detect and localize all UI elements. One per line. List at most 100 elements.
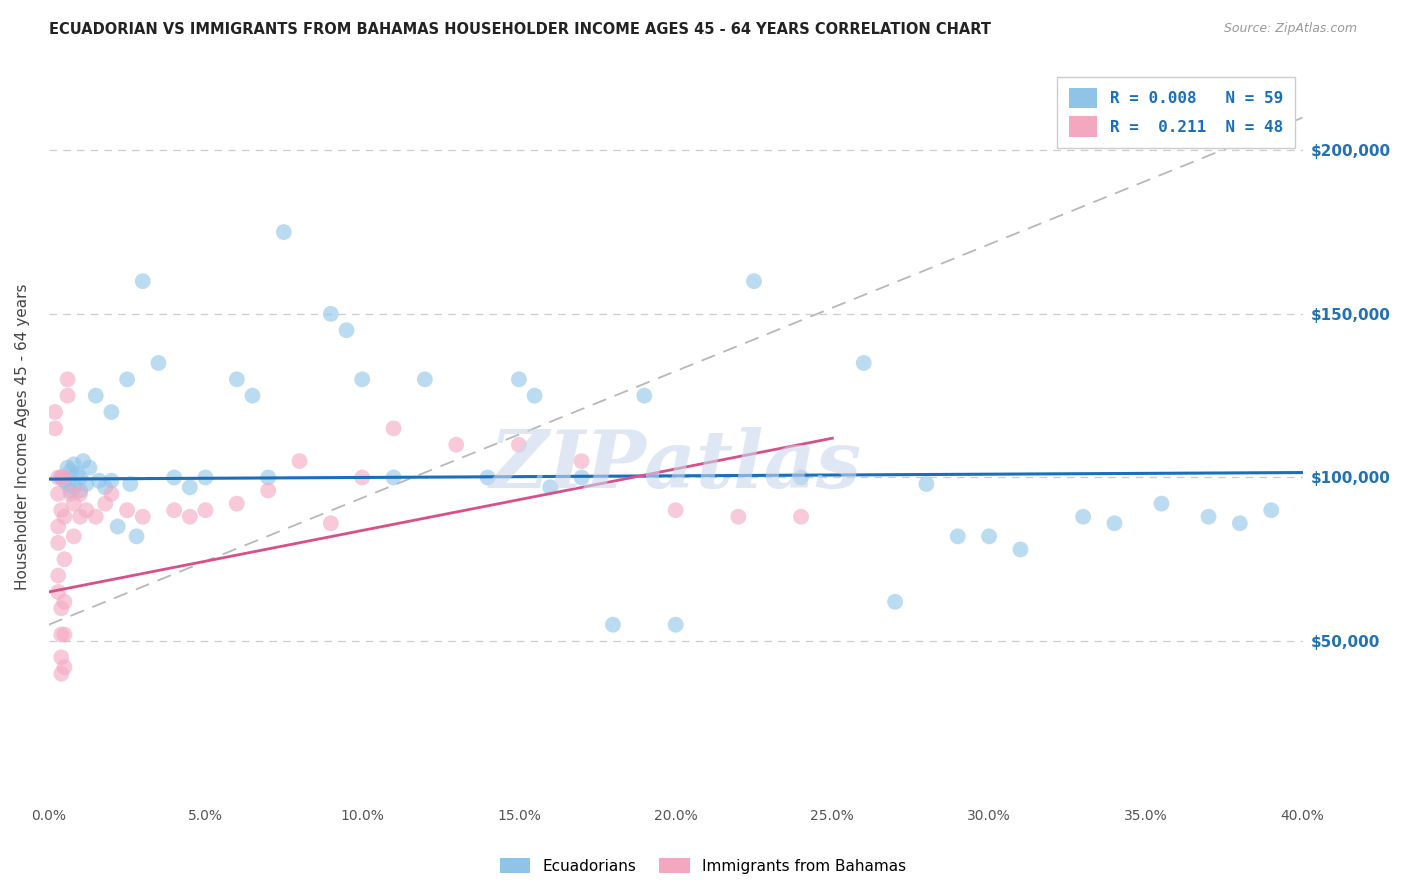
Point [59,464,82,478]
Point [66,467,89,482]
Point [508,372,530,386]
Point [79,460,101,475]
Text: ZIPatlas: ZIPatlas [489,427,862,505]
Point [51,470,73,484]
Point [257,470,280,484]
Point [100,487,122,501]
Point [69,470,91,484]
Point [125,529,148,543]
Point [665,503,688,517]
Point [46,519,69,533]
Point [179,480,201,494]
Point [115,503,138,517]
Point [148,356,170,370]
Point [665,617,688,632]
Point [44,421,66,435]
Point [51,503,73,517]
Point [571,470,593,484]
Point [977,529,1000,543]
Point [53,552,76,566]
Point [46,585,69,599]
Point [56,372,79,386]
Point [335,323,357,337]
Point [51,650,73,665]
Point [382,421,405,435]
Point [508,438,530,452]
Point [53,595,76,609]
Point [1010,542,1032,557]
Point [56,460,79,475]
Point [538,480,561,494]
Point [273,225,295,239]
Point [46,470,69,484]
Point [602,617,624,632]
Point [51,601,73,615]
Point [100,405,122,419]
Point [163,503,186,517]
Point [915,477,938,491]
Point [352,372,374,386]
Point [44,405,66,419]
Point [1104,516,1126,531]
Point [51,627,73,641]
Point [319,516,342,531]
Point [53,627,76,641]
Point [75,477,97,491]
Point [790,509,813,524]
Point [75,503,97,517]
Point [56,477,79,491]
Point [1071,509,1094,524]
Point [72,454,94,468]
Y-axis label: Householder Income Ages 45 - 64 years: Householder Income Ages 45 - 64 years [15,284,30,590]
Point [53,470,76,484]
Legend: R = 0.008   N = 59, R =  0.211  N = 48: R = 0.008 N = 59, R = 0.211 N = 48 [1057,77,1295,148]
Point [53,474,76,488]
Point [1198,509,1220,524]
Point [571,454,593,468]
Point [63,458,86,472]
Point [477,470,499,484]
Point [319,307,342,321]
Point [194,503,217,517]
Point [94,497,117,511]
Point [242,389,264,403]
Point [115,372,138,386]
Point [852,356,875,370]
Point [352,470,374,484]
Point [51,666,73,681]
Text: ECUADORIAN VS IMMIGRANTS FROM BAHAMAS HOUSEHOLDER INCOME AGES 45 - 64 YEARS CORR: ECUADORIAN VS IMMIGRANTS FROM BAHAMAS HO… [49,22,991,37]
Point [132,274,155,288]
Point [1229,516,1251,531]
Point [59,483,82,498]
Point [633,389,655,403]
Point [382,470,405,484]
Point [132,509,155,524]
Point [59,487,82,501]
Point [84,389,107,403]
Point [87,474,110,488]
Legend: Ecuadorians, Immigrants from Bahamas: Ecuadorians, Immigrants from Bahamas [494,852,912,880]
Point [444,438,467,452]
Point [946,529,969,543]
Point [194,470,217,484]
Point [1150,497,1173,511]
Point [46,487,69,501]
Point [69,509,91,524]
Point [51,470,73,484]
Point [790,470,813,484]
Point [120,477,142,491]
Point [884,595,907,609]
Point [107,519,129,533]
Point [225,372,247,386]
Point [225,497,247,511]
Point [100,474,122,488]
Point [46,536,69,550]
Point [69,487,91,501]
Text: Source: ZipAtlas.com: Source: ZipAtlas.com [1223,22,1357,36]
Point [56,389,79,403]
Point [257,483,280,498]
Point [288,454,311,468]
Point [94,480,117,494]
Point [69,483,91,498]
Point [46,568,69,582]
